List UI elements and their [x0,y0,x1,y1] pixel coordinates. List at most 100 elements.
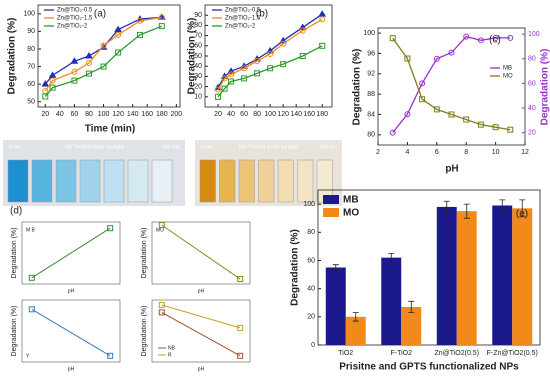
legend-label: Zn@TiO₂-0.5 [57,8,93,14]
point [158,14,165,21]
subplot-label: MO [156,227,164,233]
point [237,324,244,331]
x-tick-label: 20 [41,111,49,118]
x-tick-label: 40 [227,111,235,118]
legend-label: MB [343,195,359,206]
y-tick-label: 70 [27,63,35,70]
point [477,121,484,128]
bar [401,306,422,345]
point [115,49,122,56]
legend-label: Zn@TiO₂-1.5 [225,16,261,22]
vial [258,159,275,203]
y-tick-label: 100 [363,30,375,37]
y-axis-label: Degradation (%) [141,228,148,279]
point [241,75,248,82]
point [215,93,222,100]
series-line [392,35,511,134]
x-tick-label: 160 [303,111,315,118]
legend-swatch [323,195,339,204]
point [492,34,499,41]
vial [7,159,29,203]
point [158,309,165,316]
bar [492,205,513,345]
point [136,31,143,38]
bar [381,257,402,345]
y-tick-label: 20 [307,314,315,321]
y-tick-label: 100 [23,11,35,18]
point [107,352,114,359]
panel-title: (d) [10,206,22,217]
x-tick-label: 20 [214,111,222,118]
legend-label: MB [503,66,512,72]
series-line [31,227,111,279]
point [319,42,326,49]
x-tick-label: TiO2 [338,350,353,357]
y-tick-label: 50 [27,99,35,106]
photo-label: MB Treated under sunlight [65,144,124,150]
y-tick-label: 90 [194,12,202,19]
point [419,80,426,87]
legend-label: NB [168,345,176,351]
point [115,31,122,38]
x-tick-label: F-TiO2 [390,350,412,357]
x-tick-label: 120 [112,111,124,118]
subplot-frame [21,221,121,285]
y-tick-label: 60 [194,43,202,50]
point [71,77,78,84]
legend-label: MO [503,74,513,80]
bar [512,208,533,345]
point [28,306,35,313]
y-axis-label: Degradation (%) [141,306,148,357]
x-tick-label: 6 [435,149,439,156]
y2-tick-label: 80 [528,56,536,63]
panel-title: (e) [516,209,528,220]
vial [103,159,125,203]
plot-frame [37,4,181,108]
point [299,53,306,59]
point [228,78,235,85]
x-tick-label: 12 [521,149,529,156]
vial [219,159,236,203]
point [237,276,244,283]
x-tick-label: 40 [56,111,64,118]
point [280,40,287,47]
point [158,301,165,308]
y-tick-label: 40 [307,285,315,292]
x-axis-label: pH [68,366,75,372]
point [70,57,79,64]
photo-label: 0 min [9,144,21,150]
x-tick-label: 120 [277,111,289,118]
y-tick-label: 90 [27,28,35,35]
point [463,116,470,123]
point [507,34,514,41]
vial [79,159,101,203]
x-tick-label: 80 [253,111,261,118]
vial [277,159,294,203]
point [319,16,326,23]
y-tick-label: 60 [27,81,35,88]
vial [151,159,173,203]
point [85,52,93,59]
y-tick-label: 20 [194,83,202,90]
legend-label: R [168,352,172,358]
point [404,111,411,118]
vial [297,159,314,203]
panel-title: (b) [256,9,268,20]
vial [31,159,53,203]
y-axis-label: Degradation (%) [11,306,18,357]
point [114,25,122,33]
point [28,274,35,281]
x-axis-label: Time (min) [85,124,135,135]
point [419,96,426,103]
y-tick-label: 80 [27,46,35,53]
point [228,71,235,78]
point [433,106,440,113]
error-bar [499,199,506,212]
x-tick-label: 4 [405,149,409,156]
series-line [44,16,162,85]
y-axis-label: Degradation (%) [11,228,18,279]
y-tick-label: 50 [194,53,202,60]
y-tick-label: 84 [367,111,375,118]
y-axis-label: Degradation (%) [187,18,198,95]
legend-label: Zn@TiO₂-2 [225,24,256,30]
